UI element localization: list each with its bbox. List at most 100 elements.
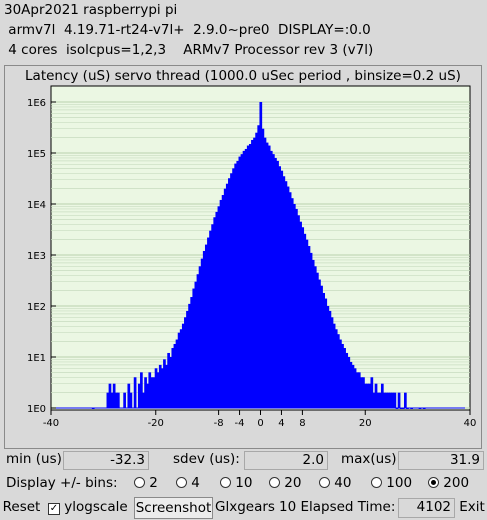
bins-option-label: 20 bbox=[280, 475, 302, 491]
bins-option-100[interactable]: 100 bbox=[371, 475, 412, 491]
histogram-bar bbox=[303, 233, 307, 408]
max-value: 31.9 bbox=[398, 451, 484, 470]
histogram-bar bbox=[297, 215, 300, 408]
x-tick-label: 8 bbox=[299, 418, 305, 429]
histogram-bar bbox=[328, 310, 332, 408]
histogram-bar bbox=[179, 329, 183, 408]
bins-option-20[interactable]: 20 bbox=[269, 475, 301, 491]
histogram-bar bbox=[406, 408, 409, 409]
histogram-bar bbox=[158, 364, 162, 408]
histogram-bar bbox=[292, 204, 296, 408]
histogram-bar bbox=[133, 377, 137, 408]
histogram-bar bbox=[385, 392, 388, 408]
histogram-bar bbox=[324, 298, 328, 408]
histogram-bar bbox=[127, 383, 131, 408]
histogram-bar bbox=[116, 392, 120, 408]
histogram-bar bbox=[142, 392, 145, 408]
bins-option-40[interactable]: 40 bbox=[319, 475, 351, 491]
screenshot-button[interactable]: Screenshot bbox=[134, 497, 213, 519]
histogram-bar bbox=[160, 368, 164, 408]
histogram-bar bbox=[215, 211, 219, 408]
histogram-bar bbox=[349, 361, 353, 408]
histogram-bar bbox=[401, 408, 405, 409]
exit-button[interactable]: Exit bbox=[457, 497, 487, 519]
radio-icon[interactable] bbox=[176, 477, 187, 488]
histogram-bar bbox=[188, 303, 191, 408]
histogram-bar bbox=[345, 352, 349, 408]
x-tick-label: 0 bbox=[257, 418, 263, 429]
histogram-bar bbox=[360, 377, 363, 408]
radio-icon[interactable] bbox=[319, 477, 330, 488]
histogram-bar bbox=[259, 102, 263, 408]
histogram-bar bbox=[91, 408, 95, 409]
histogram-bar bbox=[144, 377, 147, 408]
histogram-bar bbox=[242, 150, 246, 408]
histogram-bar bbox=[150, 377, 154, 408]
reset-button[interactable]: Reset bbox=[1, 497, 42, 519]
radio-icon[interactable] bbox=[134, 477, 145, 488]
histogram-bar bbox=[123, 392, 126, 408]
histogram-bar bbox=[372, 392, 376, 408]
histogram-bar bbox=[221, 195, 225, 408]
histogram-bar bbox=[366, 383, 369, 408]
histogram-bar bbox=[341, 343, 344, 408]
radio-icon[interactable] bbox=[371, 477, 382, 488]
radio-icon[interactable] bbox=[269, 477, 280, 488]
x-tick-label: -8 bbox=[214, 418, 224, 429]
sdev-label: sdev (us): bbox=[173, 451, 240, 467]
histogram-bar bbox=[156, 372, 160, 408]
sdev-value: 2.0 bbox=[244, 451, 328, 470]
histogram-bar bbox=[410, 408, 413, 409]
histogram-bar bbox=[129, 392, 133, 408]
histogram-bar bbox=[173, 343, 177, 408]
histogram-bar bbox=[154, 368, 158, 408]
histogram-bar bbox=[305, 239, 309, 408]
radio-icon[interactable] bbox=[220, 477, 231, 488]
histogram-bar bbox=[299, 221, 302, 408]
elapsed-time-label: 10 Elapsed Time: bbox=[279, 497, 397, 519]
histogram-bar bbox=[364, 383, 367, 408]
bins-option-label: 10 bbox=[231, 475, 253, 491]
bins-option-4[interactable]: 4 bbox=[176, 475, 200, 491]
histogram-bar bbox=[194, 281, 198, 408]
bins-option-200[interactable]: 200 bbox=[428, 475, 469, 491]
radio-icon[interactable] bbox=[428, 477, 439, 488]
bins-option-10[interactable]: 10 bbox=[220, 475, 252, 491]
y-tick-label: 1E5 bbox=[27, 149, 46, 160]
histogram-bar bbox=[389, 392, 393, 408]
histogram-bar bbox=[383, 392, 386, 408]
histogram-bar bbox=[200, 258, 204, 408]
histogram-bar bbox=[347, 357, 351, 408]
histogram-bar bbox=[257, 125, 261, 408]
histogram-bar bbox=[357, 372, 361, 408]
histogram-bar bbox=[207, 237, 210, 408]
histogram-bar bbox=[265, 142, 269, 408]
histogram-bar bbox=[236, 160, 240, 408]
min-label: min (us) bbox=[6, 451, 62, 467]
histogram-bar bbox=[232, 168, 235, 408]
histogram-bar bbox=[282, 176, 286, 408]
bins-label: Display +/- bins: bbox=[6, 475, 118, 491]
ylogscale-check-icon[interactable]: ✓ bbox=[48, 503, 60, 515]
histogram-bar bbox=[399, 408, 403, 409]
histogram-bar bbox=[248, 144, 252, 408]
histogram-bar bbox=[244, 148, 248, 408]
histogram-bar bbox=[213, 217, 217, 408]
y-tick-label: 1E4 bbox=[27, 200, 46, 211]
histogram-bar bbox=[380, 383, 384, 408]
histogram-bar bbox=[169, 357, 173, 408]
histogram-bar bbox=[204, 244, 208, 408]
bins-option-2[interactable]: 2 bbox=[134, 475, 158, 491]
histogram-bar bbox=[355, 372, 359, 408]
histogram-bar bbox=[152, 377, 156, 408]
histogram-bar bbox=[339, 339, 342, 408]
histogram-bar bbox=[148, 372, 152, 408]
histogram-bar bbox=[217, 206, 221, 408]
histogram-bar bbox=[313, 266, 317, 408]
y-tick-label: 1E3 bbox=[27, 251, 46, 262]
elapsed-time-value: 4102 bbox=[398, 498, 455, 518]
glxgears-button[interactable]: Glxgears bbox=[213, 497, 277, 519]
histogram-bar bbox=[223, 188, 227, 408]
ylogscale-checkbox[interactable]: ✓ ylogscale bbox=[48, 497, 132, 519]
histogram-bar bbox=[228, 178, 231, 408]
